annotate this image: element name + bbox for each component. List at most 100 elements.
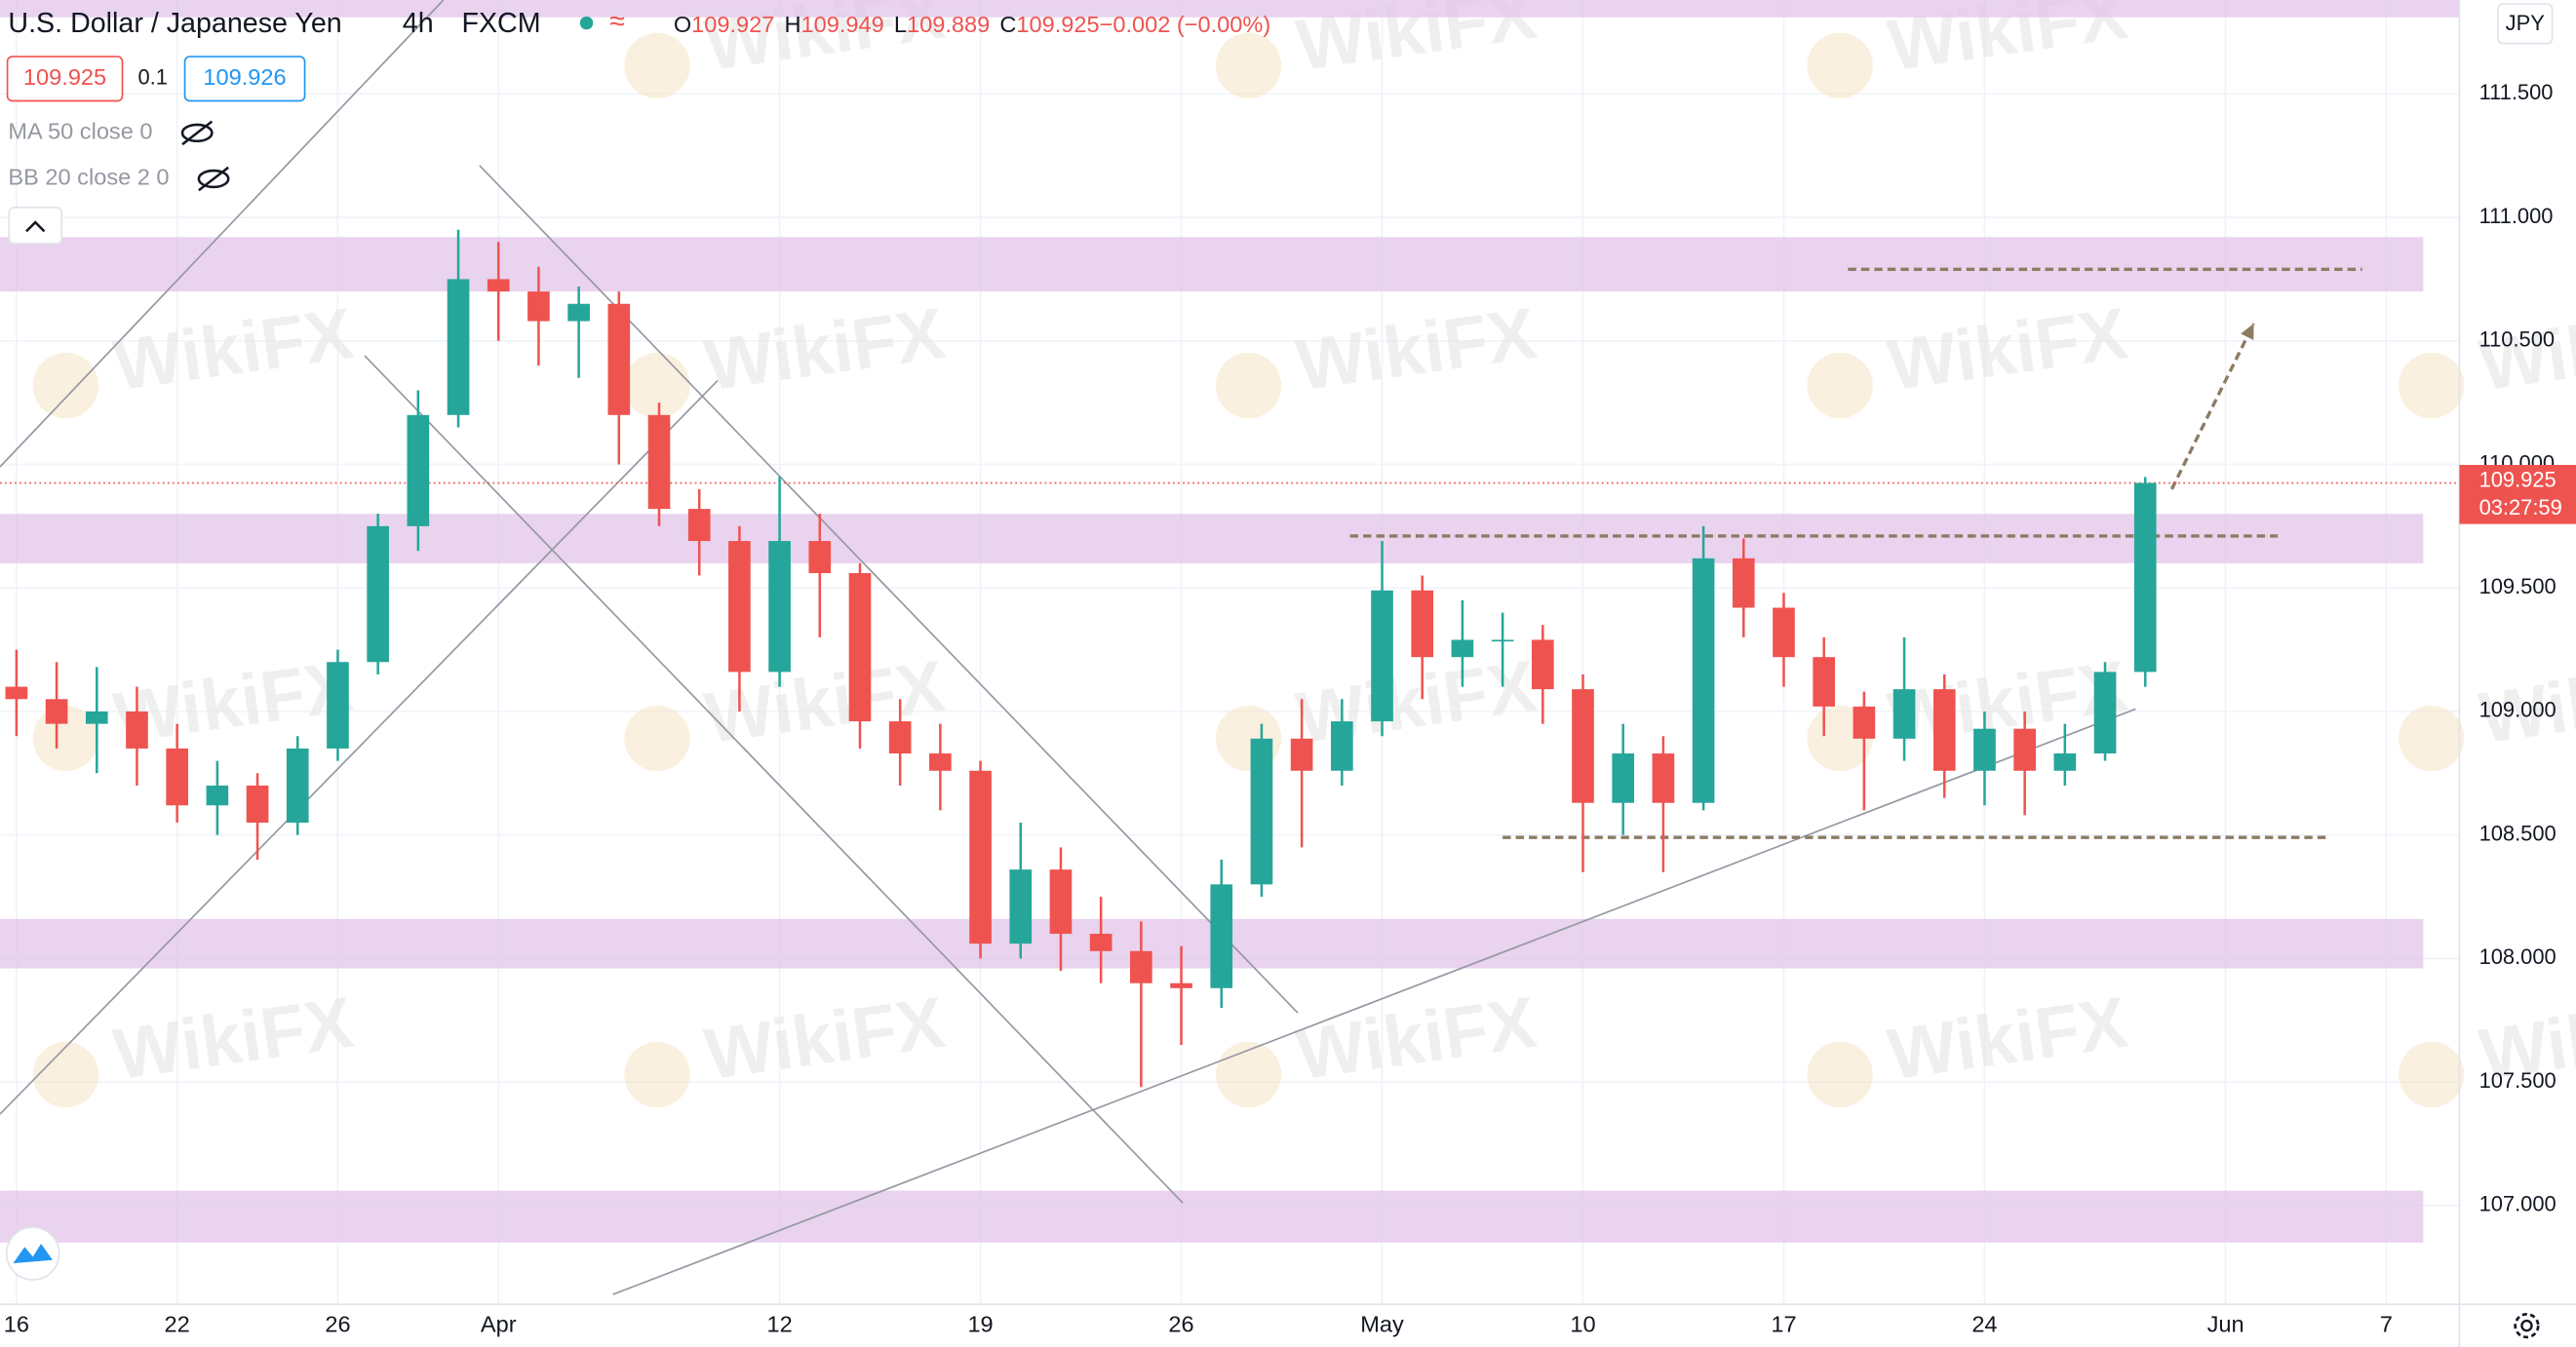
watermark-logo xyxy=(32,352,99,419)
candle-body xyxy=(1451,639,1474,658)
settings-icon[interactable] xyxy=(2514,1312,2540,1339)
buy-button[interactable] xyxy=(183,56,306,102)
x-tick-label: 24 xyxy=(1971,1311,1997,1336)
y-tick-label: 109.500 xyxy=(2479,574,2556,598)
watermark-logo xyxy=(624,32,690,98)
hide-icon[interactable] xyxy=(197,166,230,192)
candle-body xyxy=(1049,869,1073,935)
trend-line xyxy=(0,0,445,468)
candle-body xyxy=(85,711,108,724)
candle-body xyxy=(808,541,832,574)
x-tick-label: 26 xyxy=(1168,1311,1193,1336)
watermark-logo xyxy=(1215,1041,1282,1108)
logo-badge[interactable] xyxy=(5,1226,60,1281)
x-tick-label: 12 xyxy=(766,1311,792,1336)
indicator-label[interactable]: BB 20 close 2 0 xyxy=(8,165,169,190)
indicator-label[interactable]: MA 50 close 0 xyxy=(8,119,152,144)
ohlc-value: −0.002 (−0.00%) xyxy=(1100,12,1271,37)
candle-body xyxy=(1853,706,1876,739)
candle-body xyxy=(1210,884,1233,988)
candle-body xyxy=(607,303,631,415)
candle-body xyxy=(407,414,430,526)
sell-price[interactable]: 109.925 xyxy=(23,64,106,90)
candle-body xyxy=(487,279,510,292)
candle-body xyxy=(2093,672,2117,754)
candle-body xyxy=(1612,753,1635,803)
candle-body xyxy=(647,414,671,510)
candle-body xyxy=(1371,590,1393,722)
candle-body xyxy=(2013,728,2036,771)
candle-body xyxy=(1773,607,1795,658)
x-tick-label: Jun xyxy=(2207,1311,2244,1336)
y-tick-label: 110.500 xyxy=(2479,327,2555,352)
ohlc-label: H xyxy=(785,12,801,37)
status-icon[interactable]: ≈ xyxy=(609,6,625,37)
ohlc-label: L xyxy=(894,12,907,37)
candle-body xyxy=(929,753,952,771)
candle-body xyxy=(246,785,269,823)
y-tick-label: 111.500 xyxy=(2479,80,2554,104)
candle-body xyxy=(687,509,711,542)
candle-body xyxy=(5,686,28,700)
watermark-logo xyxy=(624,705,690,772)
x-tick-label: 22 xyxy=(165,1311,190,1336)
candle-body xyxy=(1290,738,1313,771)
candle-body xyxy=(1170,982,1192,988)
candle-body xyxy=(1531,639,1554,690)
logo-icon xyxy=(13,1243,53,1264)
ohlc-value: 109.925 xyxy=(1016,12,1099,37)
source: FXCM xyxy=(461,8,540,39)
collapse-icon xyxy=(25,220,46,233)
candle-body xyxy=(367,525,389,663)
currency-button[interactable] xyxy=(2497,3,2554,45)
candle-body xyxy=(1089,934,1112,951)
candle-body xyxy=(1491,639,1514,642)
interval[interactable]: 4h xyxy=(403,8,434,39)
collapse-button[interactable] xyxy=(8,207,63,245)
hide-icon[interactable] xyxy=(180,120,214,146)
candle-body xyxy=(1652,753,1675,803)
candle-body xyxy=(286,748,309,823)
watermark-logo xyxy=(2399,352,2465,419)
candle-body xyxy=(1973,728,1996,771)
candle-body xyxy=(1009,869,1033,944)
candle-body xyxy=(45,699,68,724)
candle-body xyxy=(126,711,148,749)
watermark-logo xyxy=(2399,705,2465,772)
watermark-logo xyxy=(1807,352,1873,419)
zone xyxy=(0,237,2424,292)
currency[interactable]: JPY xyxy=(2506,11,2546,35)
watermark-logo xyxy=(32,1041,99,1108)
ohlc-label: C xyxy=(999,12,1016,37)
candle-body xyxy=(1411,590,1434,658)
x-tick-label: 16 xyxy=(4,1311,29,1336)
candle-body xyxy=(1893,689,1916,739)
x-tick-label: 19 xyxy=(967,1311,993,1336)
sell-button[interactable] xyxy=(6,56,124,102)
watermark-logo xyxy=(1807,1041,1873,1108)
candle-body xyxy=(527,291,550,322)
x-tick-label: 7 xyxy=(2380,1311,2393,1336)
candle-body xyxy=(1692,558,1715,803)
candle-body xyxy=(447,279,470,415)
y-tick-label: 107.500 xyxy=(2479,1068,2556,1093)
candle-body xyxy=(1732,558,1755,608)
trend-line xyxy=(0,379,719,1115)
candle-body xyxy=(206,785,229,806)
watermark-logo xyxy=(624,352,690,419)
ohlc-label: O xyxy=(674,12,691,37)
symbol-title[interactable]: U.S. Dollar / Japanese Yen xyxy=(8,8,341,39)
market-status[interactable] xyxy=(579,16,594,30)
y-tick-label: 108.500 xyxy=(2479,821,2556,845)
trend-line xyxy=(612,708,2136,1295)
zone xyxy=(0,514,2424,563)
projection-arrow xyxy=(2169,323,2255,490)
buy-price[interactable]: 109.926 xyxy=(203,64,286,90)
countdown: 03:27:59 xyxy=(2479,495,2562,520)
candle-body xyxy=(1572,689,1594,803)
x-tick-label: 26 xyxy=(325,1311,350,1336)
ohlc-value: 109.949 xyxy=(801,12,884,37)
